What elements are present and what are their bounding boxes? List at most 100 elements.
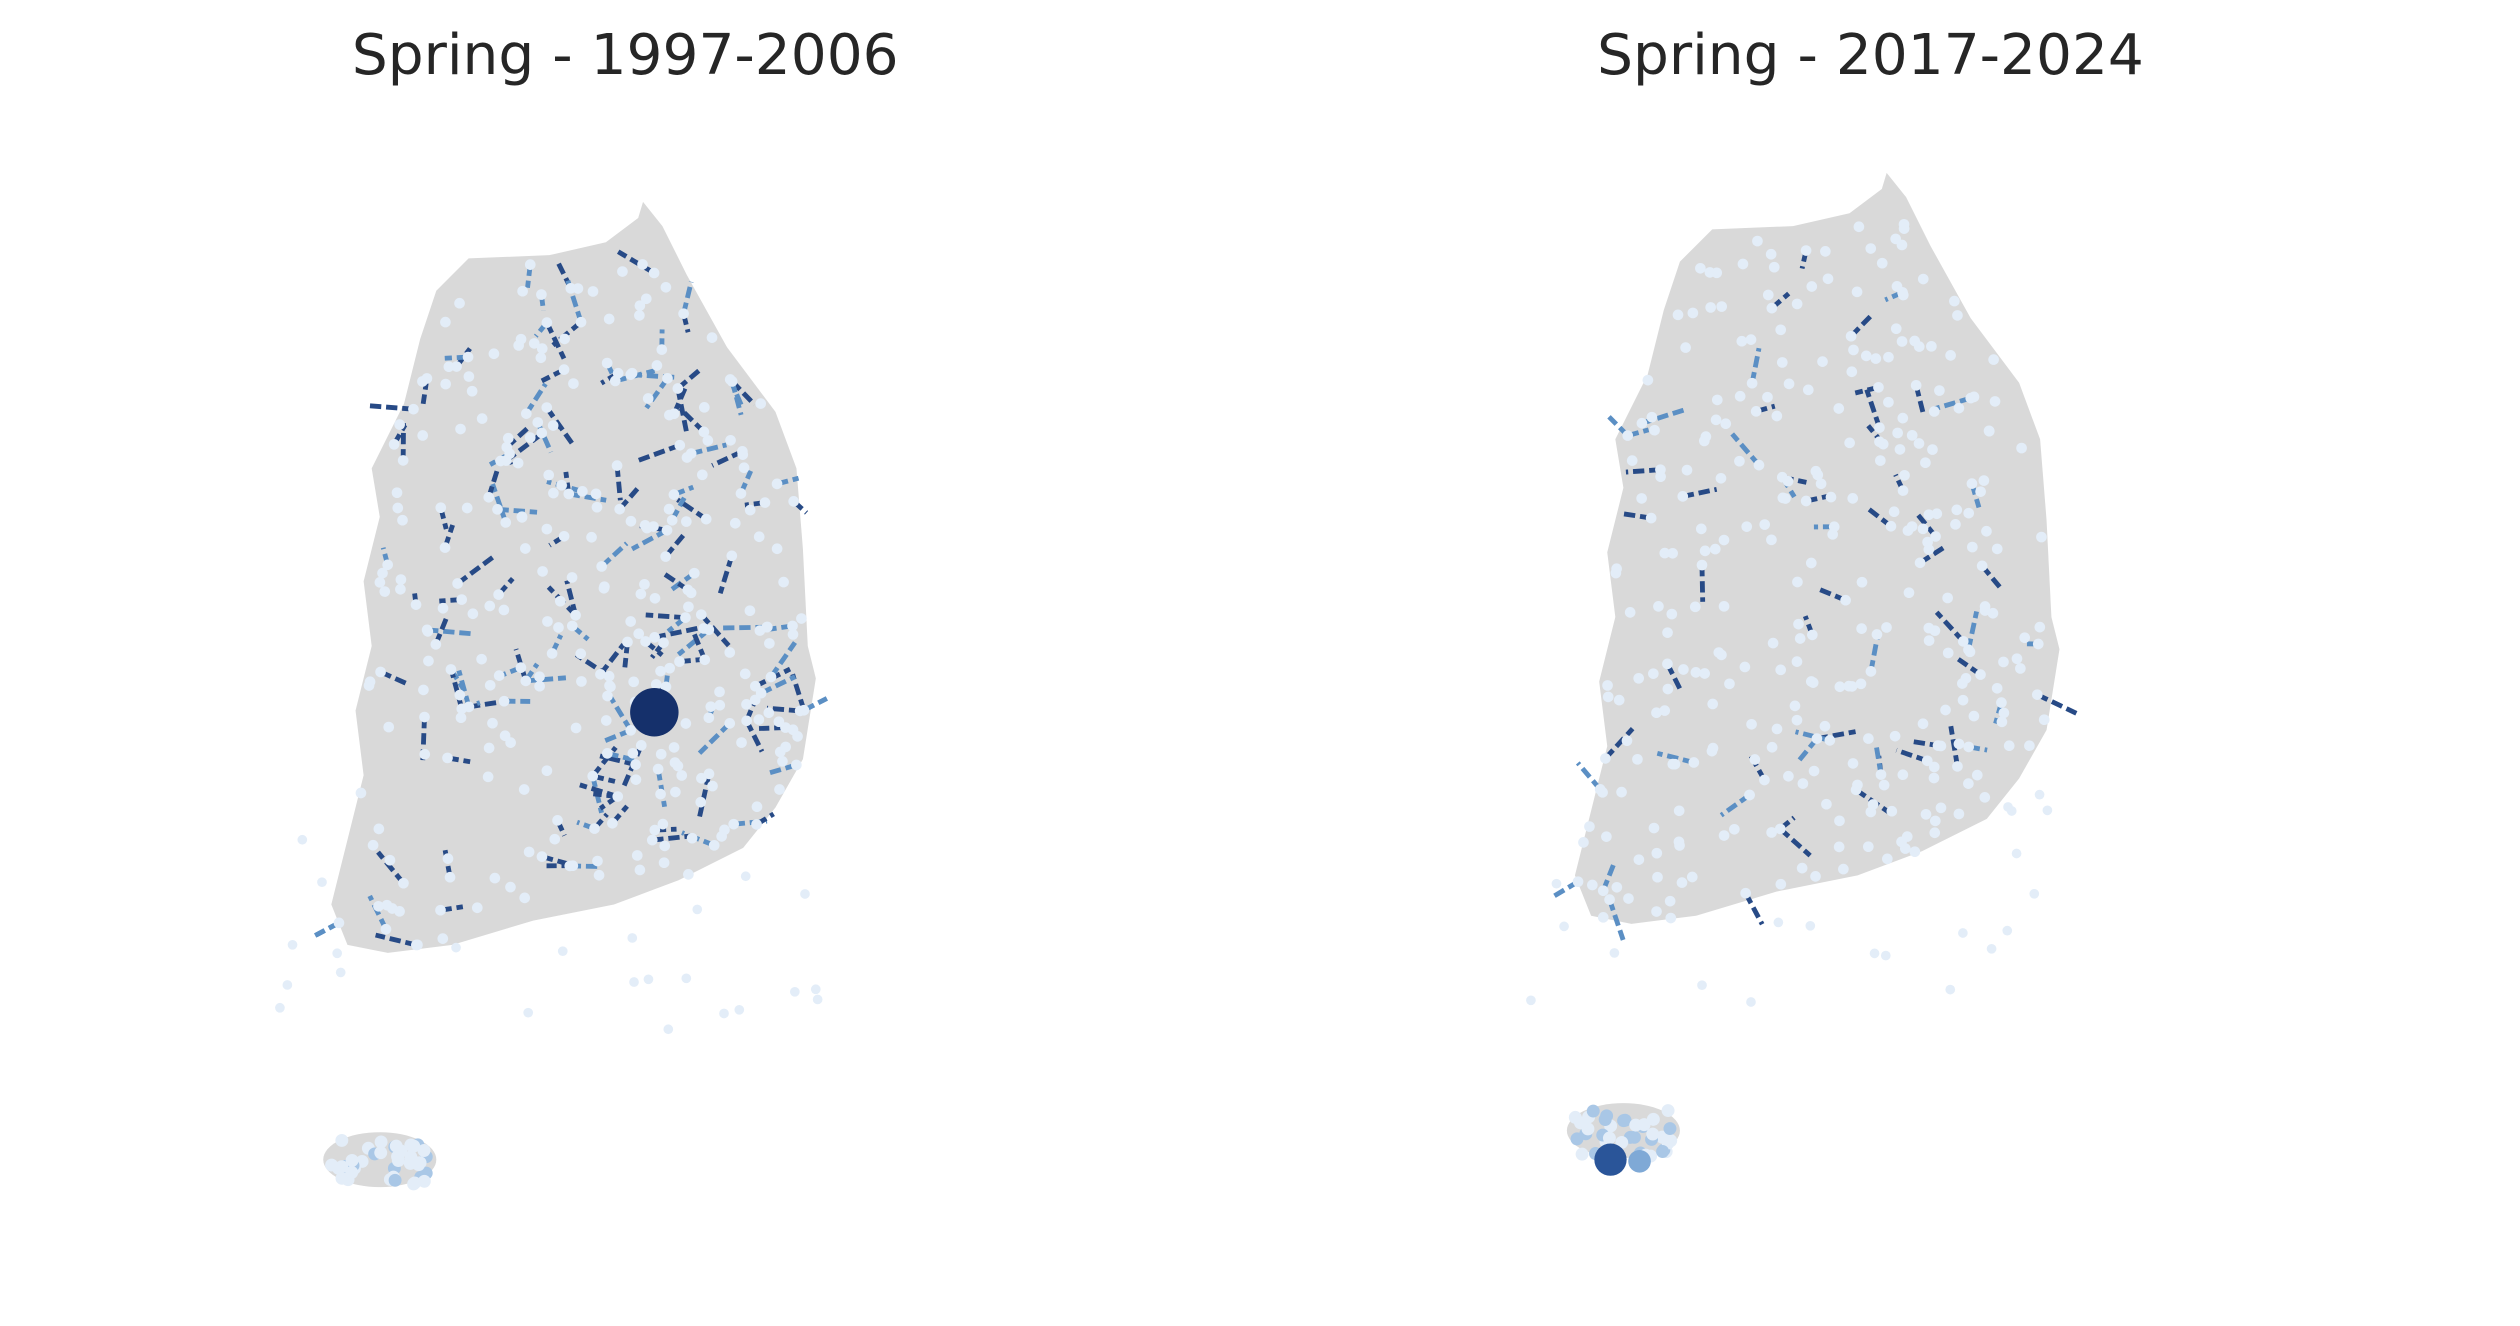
station [1736,335,1748,347]
station [1894,444,1906,455]
station [1896,239,1908,251]
station [419,711,430,723]
station [1656,1145,1670,1158]
station [541,402,553,413]
station [1806,281,1818,292]
station [391,1154,405,1168]
station [1690,667,1702,678]
station [2034,621,2046,633]
station [1957,636,1969,647]
station [812,994,823,1005]
station [634,864,646,876]
station [1678,664,1689,675]
link [675,388,689,432]
station [774,784,785,795]
link [579,782,619,799]
station [734,1004,745,1015]
station [630,759,641,770]
station [541,765,553,777]
panel-title: Spring - 2017-2024 [1597,23,2144,88]
station [1917,523,1929,535]
station [1929,827,1941,839]
station [1659,547,1671,559]
link [564,580,578,616]
station [668,408,680,420]
station [1991,543,2003,555]
link [637,442,681,463]
station [543,469,555,481]
station [1752,235,1763,247]
station [1891,281,1903,292]
station [692,904,703,915]
station [1762,391,1773,403]
station [791,759,802,771]
station [1713,647,1725,658]
station [1526,995,1536,1006]
station [1602,691,1614,703]
station [656,344,668,355]
station [1773,917,1784,928]
station [789,986,800,997]
link [590,745,618,778]
station [1805,676,1817,687]
highlight-station [630,688,679,737]
station [501,441,513,453]
station [587,770,599,782]
station [1791,714,1803,726]
station [601,357,613,369]
link [676,497,708,522]
station [2011,848,2022,859]
station [335,1160,349,1174]
station [614,503,625,515]
station [1750,406,1762,417]
station [476,653,487,665]
station [463,371,475,382]
station [515,662,527,673]
station [1865,666,1877,677]
station [1746,718,1757,730]
station [2006,806,2017,816]
station [440,378,451,390]
station [373,900,384,912]
station [787,629,799,640]
station [1792,576,1803,588]
station [541,523,553,535]
station [564,860,576,872]
station [1696,559,1708,571]
station [1626,455,1638,466]
station [1811,733,1823,744]
station [282,980,293,990]
station [634,310,645,321]
station [1771,410,1783,422]
link [645,612,686,621]
station [630,774,642,785]
station [1953,808,1965,820]
station [1883,351,1894,363]
station [482,771,494,783]
station [1881,622,1892,633]
station [1805,920,1816,931]
station [375,666,386,678]
station [524,432,536,443]
station [1957,694,1969,706]
station [1655,464,1666,476]
station [1734,390,1746,402]
station [535,352,547,364]
station [1958,928,1968,938]
station [1927,444,1938,455]
station [1906,521,1918,532]
station [2042,805,2053,816]
station [764,638,775,649]
station [1966,478,1978,489]
station [663,1024,674,1035]
station [810,984,821,995]
station [523,846,535,858]
station [355,787,367,799]
station [1707,742,1719,754]
station [1578,837,1589,848]
station [1897,289,1909,301]
station [542,616,553,627]
station [1920,457,1931,469]
station [1766,534,1777,546]
station [445,664,457,675]
